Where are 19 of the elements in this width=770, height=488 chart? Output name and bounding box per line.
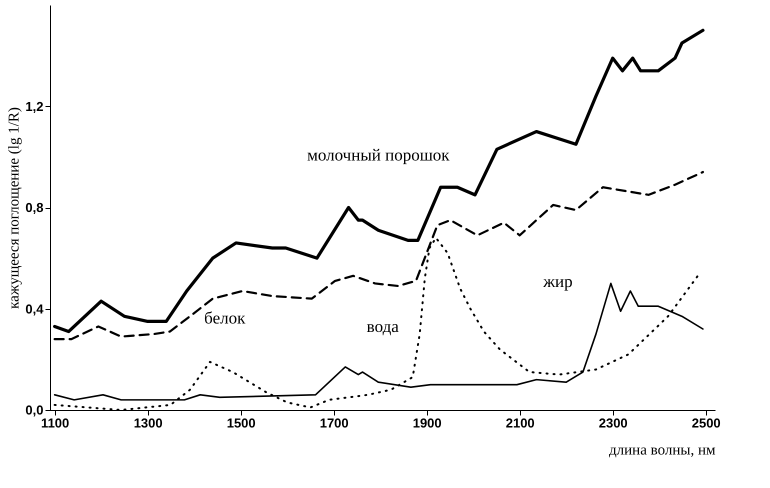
series-label: белок [204, 308, 246, 328]
x-tick-label: 1500 [226, 416, 256, 430]
x-tick-label: 1100 [41, 416, 70, 430]
x-tick-label: 2100 [506, 416, 535, 430]
x-tick-label: 2300 [598, 416, 628, 430]
x-tick-label: 1300 [134, 416, 163, 430]
text: жир [542, 272, 573, 292]
series-label: вода [366, 317, 400, 336]
series-label: молочный порошок [307, 145, 450, 164]
x-axis-title: длина волны, нм [609, 442, 716, 458]
y-axis-title: кажущееся поглощение (lg 1/R) [6, 107, 22, 309]
x-tick-label: 1900 [412, 416, 442, 430]
y-tick-label: 0,0 [25, 402, 44, 418]
y-tick-label: 1,2 [25, 98, 44, 114]
x-tick-label: 2500 [692, 416, 721, 430]
x-tick-label: 1700 [320, 416, 349, 430]
y-tick-label: 0,4 [25, 301, 44, 316]
y-tick-label: 0,8 [25, 200, 44, 215]
line-series [53, 28, 705, 334]
